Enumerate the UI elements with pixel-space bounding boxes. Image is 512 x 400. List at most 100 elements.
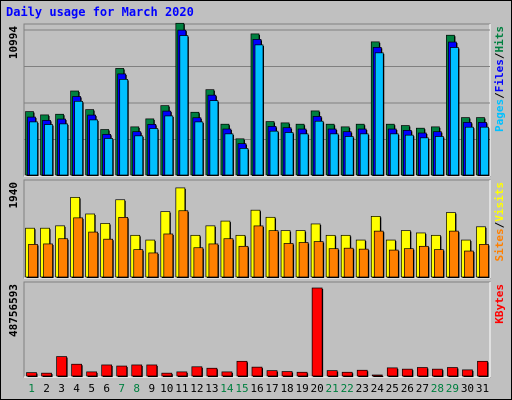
bar-pages-day-21	[329, 133, 339, 176]
bar-sites-day-25	[388, 249, 399, 278]
bar-sites-day-2	[43, 243, 53, 278]
day-label-31: 31	[476, 382, 489, 395]
bar-kbytes-day-8	[131, 364, 143, 377]
bar-pages-day-20	[314, 120, 324, 176]
bar-sites-day-17	[268, 230, 279, 278]
legend-requests-part-0: Pages	[493, 99, 506, 132]
bar-pages-day-11	[179, 35, 189, 176]
legend-requests-part-2: Files	[493, 59, 506, 92]
bar-sites-day-30	[464, 250, 474, 278]
bar-sites-day-14	[223, 238, 234, 278]
bar-kbytes-day-24	[371, 374, 383, 377]
legend-visitors-part-1: /	[493, 221, 506, 228]
day-label-23: 23	[356, 382, 369, 395]
bar-pages-day-14	[224, 133, 234, 176]
bar-kbytes-day-21	[326, 370, 338, 377]
day-label-25: 25	[386, 382, 399, 395]
bar-sites-day-5	[88, 231, 98, 278]
bar-sites-day-20	[313, 241, 324, 278]
bar-pages-day-17	[269, 130, 279, 176]
bar-sites-day-26	[403, 248, 414, 278]
bar-sites-day-19	[298, 242, 309, 278]
bar-sites-day-31	[479, 244, 489, 278]
day-label-24: 24	[371, 382, 385, 395]
bar-pages-day-30	[465, 126, 474, 176]
bar-sites-day-9	[148, 252, 159, 278]
bar-pages-day-12	[194, 121, 204, 176]
day-label-6: 6	[103, 382, 110, 395]
legend-requests-part-4: Hits	[493, 26, 506, 53]
bar-pages-day-13	[209, 100, 219, 176]
day-label-12: 12	[190, 382, 203, 395]
bar-kbytes-day-18	[281, 371, 293, 377]
bar-kbytes-day-23	[356, 369, 368, 377]
bar-kbytes-day-28	[432, 368, 443, 377]
day-label-29: 29	[446, 382, 459, 395]
bar-sites-day-12	[193, 247, 204, 278]
max-label-visitors: 1940	[7, 182, 20, 209]
day-label-16: 16	[250, 382, 263, 395]
bar-sites-day-28	[434, 249, 444, 278]
day-label-10: 10	[160, 382, 173, 395]
day-label-8: 8	[133, 382, 140, 395]
max-label-requests: 10994	[7, 26, 20, 59]
legend-visitors-part-2: Visits	[493, 182, 506, 222]
bar-sites-day-15	[238, 245, 249, 278]
bar-kbytes-day-27	[417, 367, 428, 377]
bar-pages-day-1	[29, 121, 38, 176]
bar-sites-day-18	[283, 243, 294, 278]
bar-sites-day-11	[178, 210, 189, 278]
bar-kbytes-day-16	[251, 366, 263, 377]
chart-title: Daily usage for March 2020	[6, 5, 194, 19]
day-label-22: 22	[341, 382, 354, 395]
bar-pages-day-15	[239, 148, 249, 176]
day-label-26: 26	[401, 382, 414, 395]
bar-kbytes-day-1	[26, 372, 37, 377]
bar-kbytes-day-20	[311, 287, 323, 377]
bar-kbytes-day-26	[401, 368, 413, 377]
bar-sites-day-16	[253, 225, 264, 278]
day-label-9: 9	[148, 382, 155, 395]
bar-kbytes-day-14	[221, 371, 233, 377]
bar-sites-day-21	[328, 248, 339, 278]
bar-pages-day-28	[435, 136, 444, 176]
bar-kbytes-day-2	[41, 372, 52, 377]
day-label-28: 28	[431, 382, 444, 395]
bar-sites-day-3	[58, 238, 68, 278]
bar-pages-day-31	[480, 126, 489, 176]
day-label-19: 19	[295, 382, 308, 395]
bar-pages-day-18	[284, 132, 294, 176]
bar-sites-day-23	[358, 248, 369, 278]
bar-sites-day-24	[373, 230, 384, 278]
bar-kbytes-day-3	[56, 356, 67, 377]
day-label-21: 21	[326, 382, 339, 395]
bar-kbytes-day-12	[191, 366, 203, 377]
bar-kbytes-day-15	[236, 360, 248, 377]
bar-sites-day-1	[28, 244, 38, 278]
day-label-15: 15	[235, 382, 248, 395]
day-label-7: 7	[118, 382, 125, 395]
bar-sites-day-29	[449, 230, 459, 278]
bar-pages-day-23	[359, 133, 369, 176]
day-label-17: 17	[265, 382, 278, 395]
bar-kbytes-day-29	[447, 367, 458, 377]
bar-sites-day-6	[103, 238, 114, 278]
day-label-3: 3	[58, 382, 65, 395]
bar-kbytes-day-24-shadow	[373, 376, 384, 377]
bar-kbytes-day-11	[176, 371, 188, 377]
bar-pages-day-9	[149, 128, 159, 176]
bar-kbytes-day-25	[386, 367, 398, 377]
max-label-kbytes: 48756593	[7, 284, 20, 337]
legend-visitors: Sites/Visits	[493, 182, 506, 262]
legend-requests-part-3: /	[493, 52, 506, 59]
legend-visitors-part-0: Sites	[493, 228, 506, 261]
bar-pages-day-3	[59, 123, 68, 176]
day-label-27: 27	[416, 382, 429, 395]
bar-kbytes-day-22	[341, 371, 353, 377]
bar-kbytes-day-7	[116, 365, 128, 377]
day-label-20: 20	[311, 382, 324, 395]
bar-pages-day-25	[389, 133, 399, 176]
day-label-13: 13	[205, 382, 218, 395]
bar-kbytes-day-9	[146, 364, 158, 377]
